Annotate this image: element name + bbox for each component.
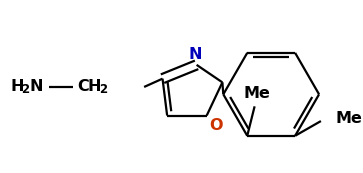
- Text: 2: 2: [99, 83, 107, 96]
- Text: N: N: [29, 79, 42, 94]
- Text: Me: Me: [336, 111, 363, 126]
- Text: N: N: [189, 47, 203, 62]
- Text: Me: Me: [244, 86, 271, 101]
- Text: H: H: [11, 79, 24, 94]
- Text: O: O: [209, 118, 223, 133]
- Text: 2: 2: [21, 83, 29, 96]
- Text: H: H: [88, 79, 101, 94]
- Text: C: C: [77, 79, 89, 94]
